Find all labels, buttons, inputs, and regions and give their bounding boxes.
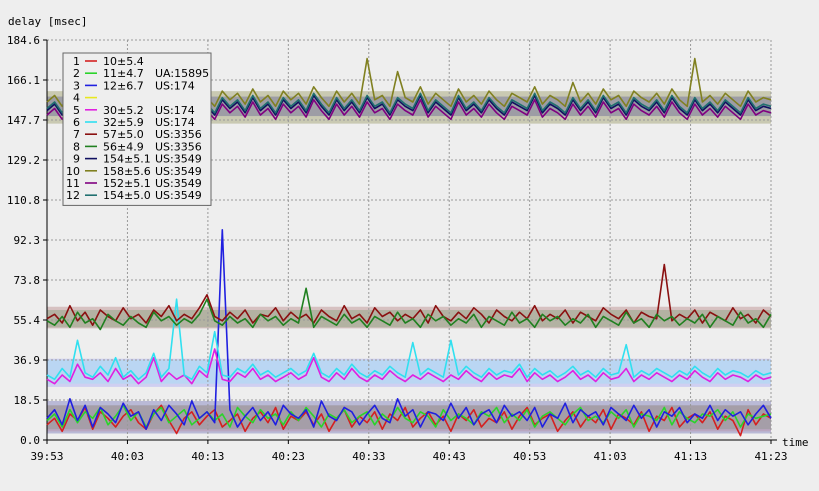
- legend-id: 4: [73, 92, 80, 105]
- legend-extra: US:174: [155, 104, 195, 117]
- y-tick-label: 166.1: [7, 74, 40, 87]
- legend-id: 3: [73, 79, 80, 92]
- y-tick-label: 0.0: [20, 434, 40, 447]
- y-tick-label: 92.3: [14, 234, 41, 247]
- x-axis-label: time: [782, 436, 809, 449]
- legend-id: 8: [73, 140, 80, 153]
- y-tick-label: 55.4: [14, 314, 41, 327]
- legend-extra: US:3549: [155, 153, 202, 166]
- legend-label: 10±5.4: [103, 55, 144, 68]
- x-tick-label: 40:53: [513, 450, 546, 463]
- y-tick-label: 110.8: [7, 194, 40, 207]
- legend-label: 158±5.6: [103, 165, 151, 178]
- legend-id: 2: [73, 67, 80, 80]
- legend: 1 10±5.4 2 11±4.7 UA:15895 3 12±6.7 US:174 45 30±…: [62, 52, 212, 206]
- series-line-5: [46, 348, 772, 385]
- series-line-2: [46, 404, 772, 428]
- legend-label: 154±5.0: [103, 189, 151, 202]
- x-tick-label: 39:53: [30, 450, 63, 463]
- x-tick-label: 40:23: [272, 450, 305, 463]
- legend-extra: US:3549: [155, 189, 202, 202]
- x-tick-label: 40:03: [111, 450, 144, 463]
- x-tick-label: 40:13: [191, 450, 224, 463]
- legend-label: 56±4.9: [103, 140, 144, 153]
- series-line-1: [46, 404, 772, 437]
- series-line-8: [46, 287, 772, 331]
- deviation-bands: [47, 91, 771, 434]
- series-line-6: [46, 298, 772, 381]
- legend-label: 12±6.7: [103, 79, 144, 92]
- legend-id: 7: [73, 128, 80, 141]
- legend-extra: US:3356: [155, 140, 202, 153]
- legend-id: 1: [73, 55, 80, 68]
- legend-extra: US:174: [155, 79, 195, 92]
- x-tick-label: 40:43: [433, 450, 466, 463]
- legend-extra: US:3356: [155, 128, 202, 141]
- legend-extra: US:3549: [155, 177, 202, 190]
- y-tick-label: 18.5: [14, 394, 41, 407]
- legend-extra: US:174: [155, 116, 195, 129]
- x-tick-label: 41:13: [674, 450, 707, 463]
- deviation-band-2: [47, 306, 771, 329]
- x-tick-label: 41:03: [594, 450, 627, 463]
- legend-id: 9: [73, 153, 80, 166]
- series-line-3: [46, 229, 772, 431]
- legend-label: 11±4.7: [103, 67, 144, 80]
- legend-box: [62, 52, 212, 206]
- x-tick-label: 40:33: [352, 450, 385, 463]
- y-tick-label: 36.9: [14, 354, 41, 367]
- x-tick-label: 41:23: [754, 450, 787, 463]
- axes: 0.018.536.955.473.892.3110.8129.2147.716…: [7, 34, 788, 463]
- legend-label: 57±5.0: [103, 128, 144, 141]
- legend-label: 152±5.1: [103, 177, 151, 190]
- legend-extra: US:3549: [155, 165, 202, 178]
- y-axis-label: delay [msec]: [8, 15, 87, 28]
- series-lines: [46, 57, 772, 437]
- legend-id: 5: [73, 104, 80, 117]
- legend-extra: UA:15895: [155, 67, 209, 80]
- legend-label: 32±5.9: [103, 116, 144, 129]
- legend-id: 12: [66, 189, 80, 202]
- legend-label: 30±5.2: [103, 104, 144, 117]
- legend-label: 154±5.1: [103, 153, 151, 166]
- y-tick-label: 147.7: [7, 114, 40, 127]
- y-tick-label: 73.8: [14, 274, 41, 287]
- series-line-7: [46, 263, 772, 327]
- y-tick-label: 129.2: [7, 154, 40, 167]
- legend-id: 10: [66, 165, 80, 178]
- legend-id: 11: [66, 177, 80, 190]
- legend-id: 6: [73, 116, 80, 129]
- y-tick-label: 184.6: [7, 34, 40, 47]
